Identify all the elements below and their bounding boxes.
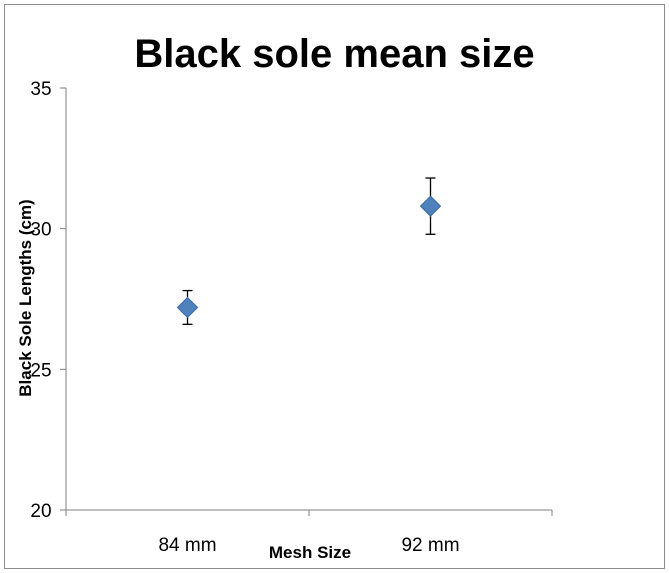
data-series (176, 177, 442, 325)
x-tick-label: 92 mm (401, 535, 459, 556)
x-ticks: 84 mm 92 mm (65, 510, 553, 556)
data-point-marker (176, 296, 199, 319)
y-tick-label: 30 (30, 220, 51, 241)
y-axis: 35 30 25 20 (30, 79, 67, 522)
y-tick-label: 25 (30, 360, 51, 381)
y-tick-label: 20 (30, 501, 51, 522)
y-ticks: 35 30 25 20 (30, 79, 66, 522)
y-axis-title: Black Sole Lengths (cm) (16, 199, 35, 396)
y-tick-label: 35 (30, 79, 51, 100)
x-tick-label: 84 mm (158, 535, 216, 556)
x-axis-title: Mesh Size (269, 543, 351, 562)
chart-frame (4, 4, 665, 569)
chart-title: Black sole mean size (134, 32, 535, 76)
data-point-marker (419, 195, 442, 217)
x-axis: 84 mm 92 mm (65, 509, 553, 556)
